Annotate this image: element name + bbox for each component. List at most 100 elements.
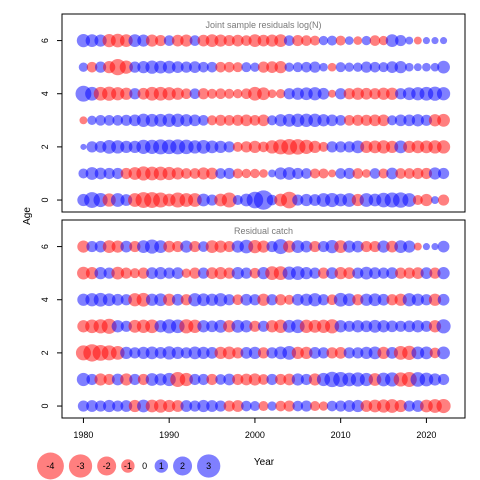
bubble [420,193,433,207]
bubble [394,399,407,413]
legend-bubble [37,452,64,480]
bubble [437,373,450,386]
bubble [171,346,184,360]
bubble [351,87,364,100]
legend-label: -2 [103,461,111,471]
bubble [232,373,244,386]
bubble [275,294,287,306]
bubble [362,169,371,178]
bubble [129,240,141,253]
bubble [291,373,304,386]
bubble [292,62,303,73]
bubble [214,34,227,47]
bubble [180,240,193,253]
bubble [326,141,338,153]
bubble [377,114,390,127]
bubble [268,169,277,178]
bubble [188,346,202,360]
bubble [420,320,433,332]
bubble [179,372,193,387]
bubble [431,243,439,251]
bubble [232,168,243,179]
bubble [214,140,227,154]
bubble [240,267,252,279]
bubble [301,35,312,46]
bubble [205,34,219,47]
bubble [422,243,430,251]
bubble [215,114,227,126]
bubble [249,320,261,332]
bubble [86,400,98,412]
bubble [112,167,124,180]
bubble [309,347,321,359]
bubble [369,240,381,253]
bubble [77,240,90,253]
bubble [198,61,209,73]
bubble [342,193,357,207]
bubble [94,400,107,412]
bubble [120,346,133,360]
bubble [162,166,176,181]
bubbles [75,33,451,210]
bubble [369,267,381,280]
bubble [403,114,416,127]
bubble [420,267,433,280]
bubble [403,320,416,333]
bubble [198,114,209,126]
bubble [129,61,141,73]
bubble [283,373,296,386]
bubble [309,267,321,279]
bubble [213,293,228,307]
bubble [284,294,295,305]
y-tick-label: 4 [40,297,50,302]
bubble [163,35,175,46]
bubble [291,293,304,306]
bubble [290,266,305,281]
bubble [385,34,399,47]
bubble [80,143,87,150]
bubble [352,168,364,179]
bubble [317,87,330,100]
bubble [327,62,337,72]
bubble [206,267,218,280]
bubble [120,400,133,412]
legend-bubble [97,456,117,476]
panels-layer: Joint sample residuals log(N)0246Residua… [40,13,466,419]
bubble [103,114,115,126]
bubble [436,140,451,154]
bubble [120,373,133,386]
bubble [369,168,381,179]
bubble [145,319,159,334]
bubble [266,347,278,359]
bubble [240,141,252,153]
y-axis-label: Age [22,207,33,225]
bubbles [75,239,451,414]
bubble [343,88,355,100]
bubble [309,240,321,253]
bubble [232,347,244,359]
bubble [267,401,277,411]
bubble [280,191,298,209]
bubble [189,61,201,74]
bubble [395,320,407,332]
bubble [206,373,218,386]
bubble [86,240,98,253]
bubble [335,35,346,46]
bubble [343,320,355,332]
bubble [197,88,210,100]
bubble [282,346,297,360]
bubble [335,400,347,412]
bubble [171,293,184,306]
bubble [181,88,192,100]
legend-label: 0 [142,461,147,471]
bubble [437,240,450,253]
bubble [376,140,391,154]
bubble [395,267,407,279]
bubble [221,192,237,208]
bubble [205,240,219,253]
bubble [189,400,201,412]
bubble [353,62,363,72]
bubble [120,140,133,154]
bubble [326,267,338,280]
bubble [282,167,296,180]
